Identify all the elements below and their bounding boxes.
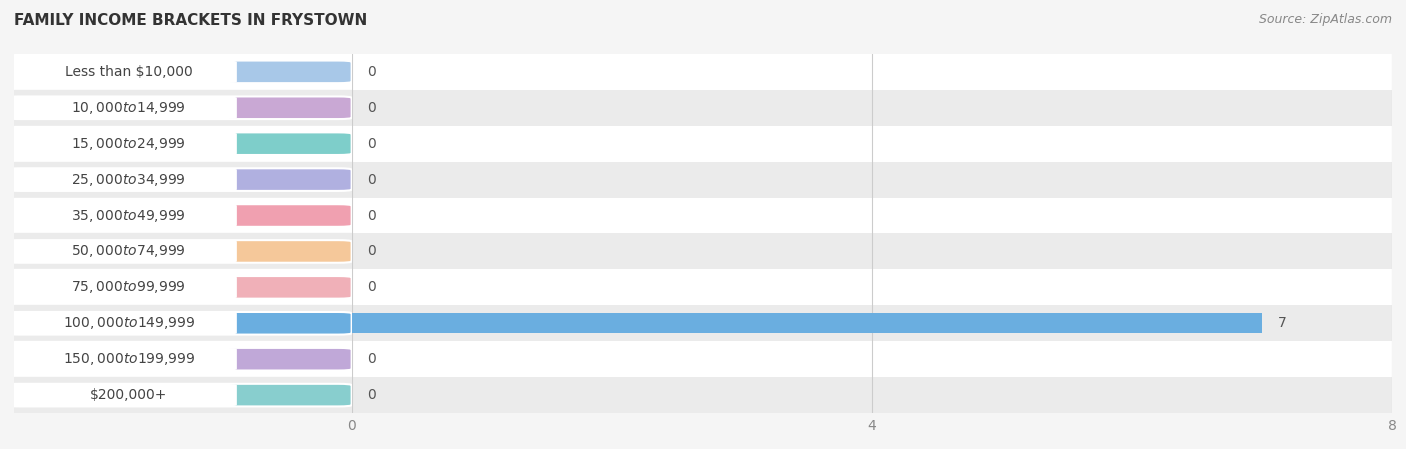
Text: $15,000 to $24,999: $15,000 to $24,999 [72,136,186,152]
Text: 0: 0 [367,172,375,187]
Bar [352,162,1392,198]
FancyBboxPatch shape [7,312,236,335]
Bar [352,90,1392,126]
FancyBboxPatch shape [7,312,351,335]
Bar [14,162,352,198]
Bar [14,198,352,233]
FancyBboxPatch shape [7,348,351,370]
Bar [352,313,1263,333]
Bar [14,90,352,126]
Bar [352,269,1392,305]
Text: $50,000 to $74,999: $50,000 to $74,999 [72,243,186,260]
FancyBboxPatch shape [7,384,351,406]
FancyBboxPatch shape [7,240,351,263]
Text: $10,000 to $14,999: $10,000 to $14,999 [72,100,186,116]
FancyBboxPatch shape [7,97,236,119]
FancyBboxPatch shape [7,204,236,227]
FancyBboxPatch shape [7,276,236,299]
Text: Source: ZipAtlas.com: Source: ZipAtlas.com [1258,13,1392,26]
Text: 0: 0 [367,101,375,115]
Text: 0: 0 [367,244,375,259]
FancyBboxPatch shape [7,168,236,191]
Text: 0: 0 [367,280,375,295]
Bar [14,341,352,377]
Bar [14,126,352,162]
Bar [14,305,352,341]
FancyBboxPatch shape [7,384,236,406]
Bar [14,54,352,90]
Text: $100,000 to $149,999: $100,000 to $149,999 [63,315,195,331]
Bar [14,377,352,413]
Text: $75,000 to $99,999: $75,000 to $99,999 [72,279,186,295]
Text: $35,000 to $49,999: $35,000 to $49,999 [72,207,186,224]
Bar [14,269,352,305]
FancyBboxPatch shape [7,168,351,191]
FancyBboxPatch shape [7,348,236,370]
FancyBboxPatch shape [7,132,351,155]
Bar [14,233,352,269]
Text: 0: 0 [367,65,375,79]
Text: FAMILY INCOME BRACKETS IN FRYSTOWN: FAMILY INCOME BRACKETS IN FRYSTOWN [14,13,367,28]
Bar [352,54,1392,90]
FancyBboxPatch shape [7,61,236,83]
Text: 7: 7 [1278,316,1286,330]
Bar [352,341,1392,377]
FancyBboxPatch shape [7,132,236,155]
Text: 0: 0 [367,388,375,402]
Bar [352,198,1392,233]
Text: 0: 0 [367,208,375,223]
FancyBboxPatch shape [7,61,351,83]
FancyBboxPatch shape [7,276,351,299]
Bar [352,126,1392,162]
Bar [352,233,1392,269]
Text: 0: 0 [367,352,375,366]
Text: $25,000 to $34,999: $25,000 to $34,999 [72,172,186,188]
Text: $150,000 to $199,999: $150,000 to $199,999 [63,351,195,367]
FancyBboxPatch shape [7,97,351,119]
Bar [352,305,1392,341]
Text: Less than $10,000: Less than $10,000 [65,65,193,79]
FancyBboxPatch shape [7,240,236,263]
Text: 0: 0 [367,136,375,151]
Text: $200,000+: $200,000+ [90,388,167,402]
FancyBboxPatch shape [7,204,351,227]
Bar [352,377,1392,413]
